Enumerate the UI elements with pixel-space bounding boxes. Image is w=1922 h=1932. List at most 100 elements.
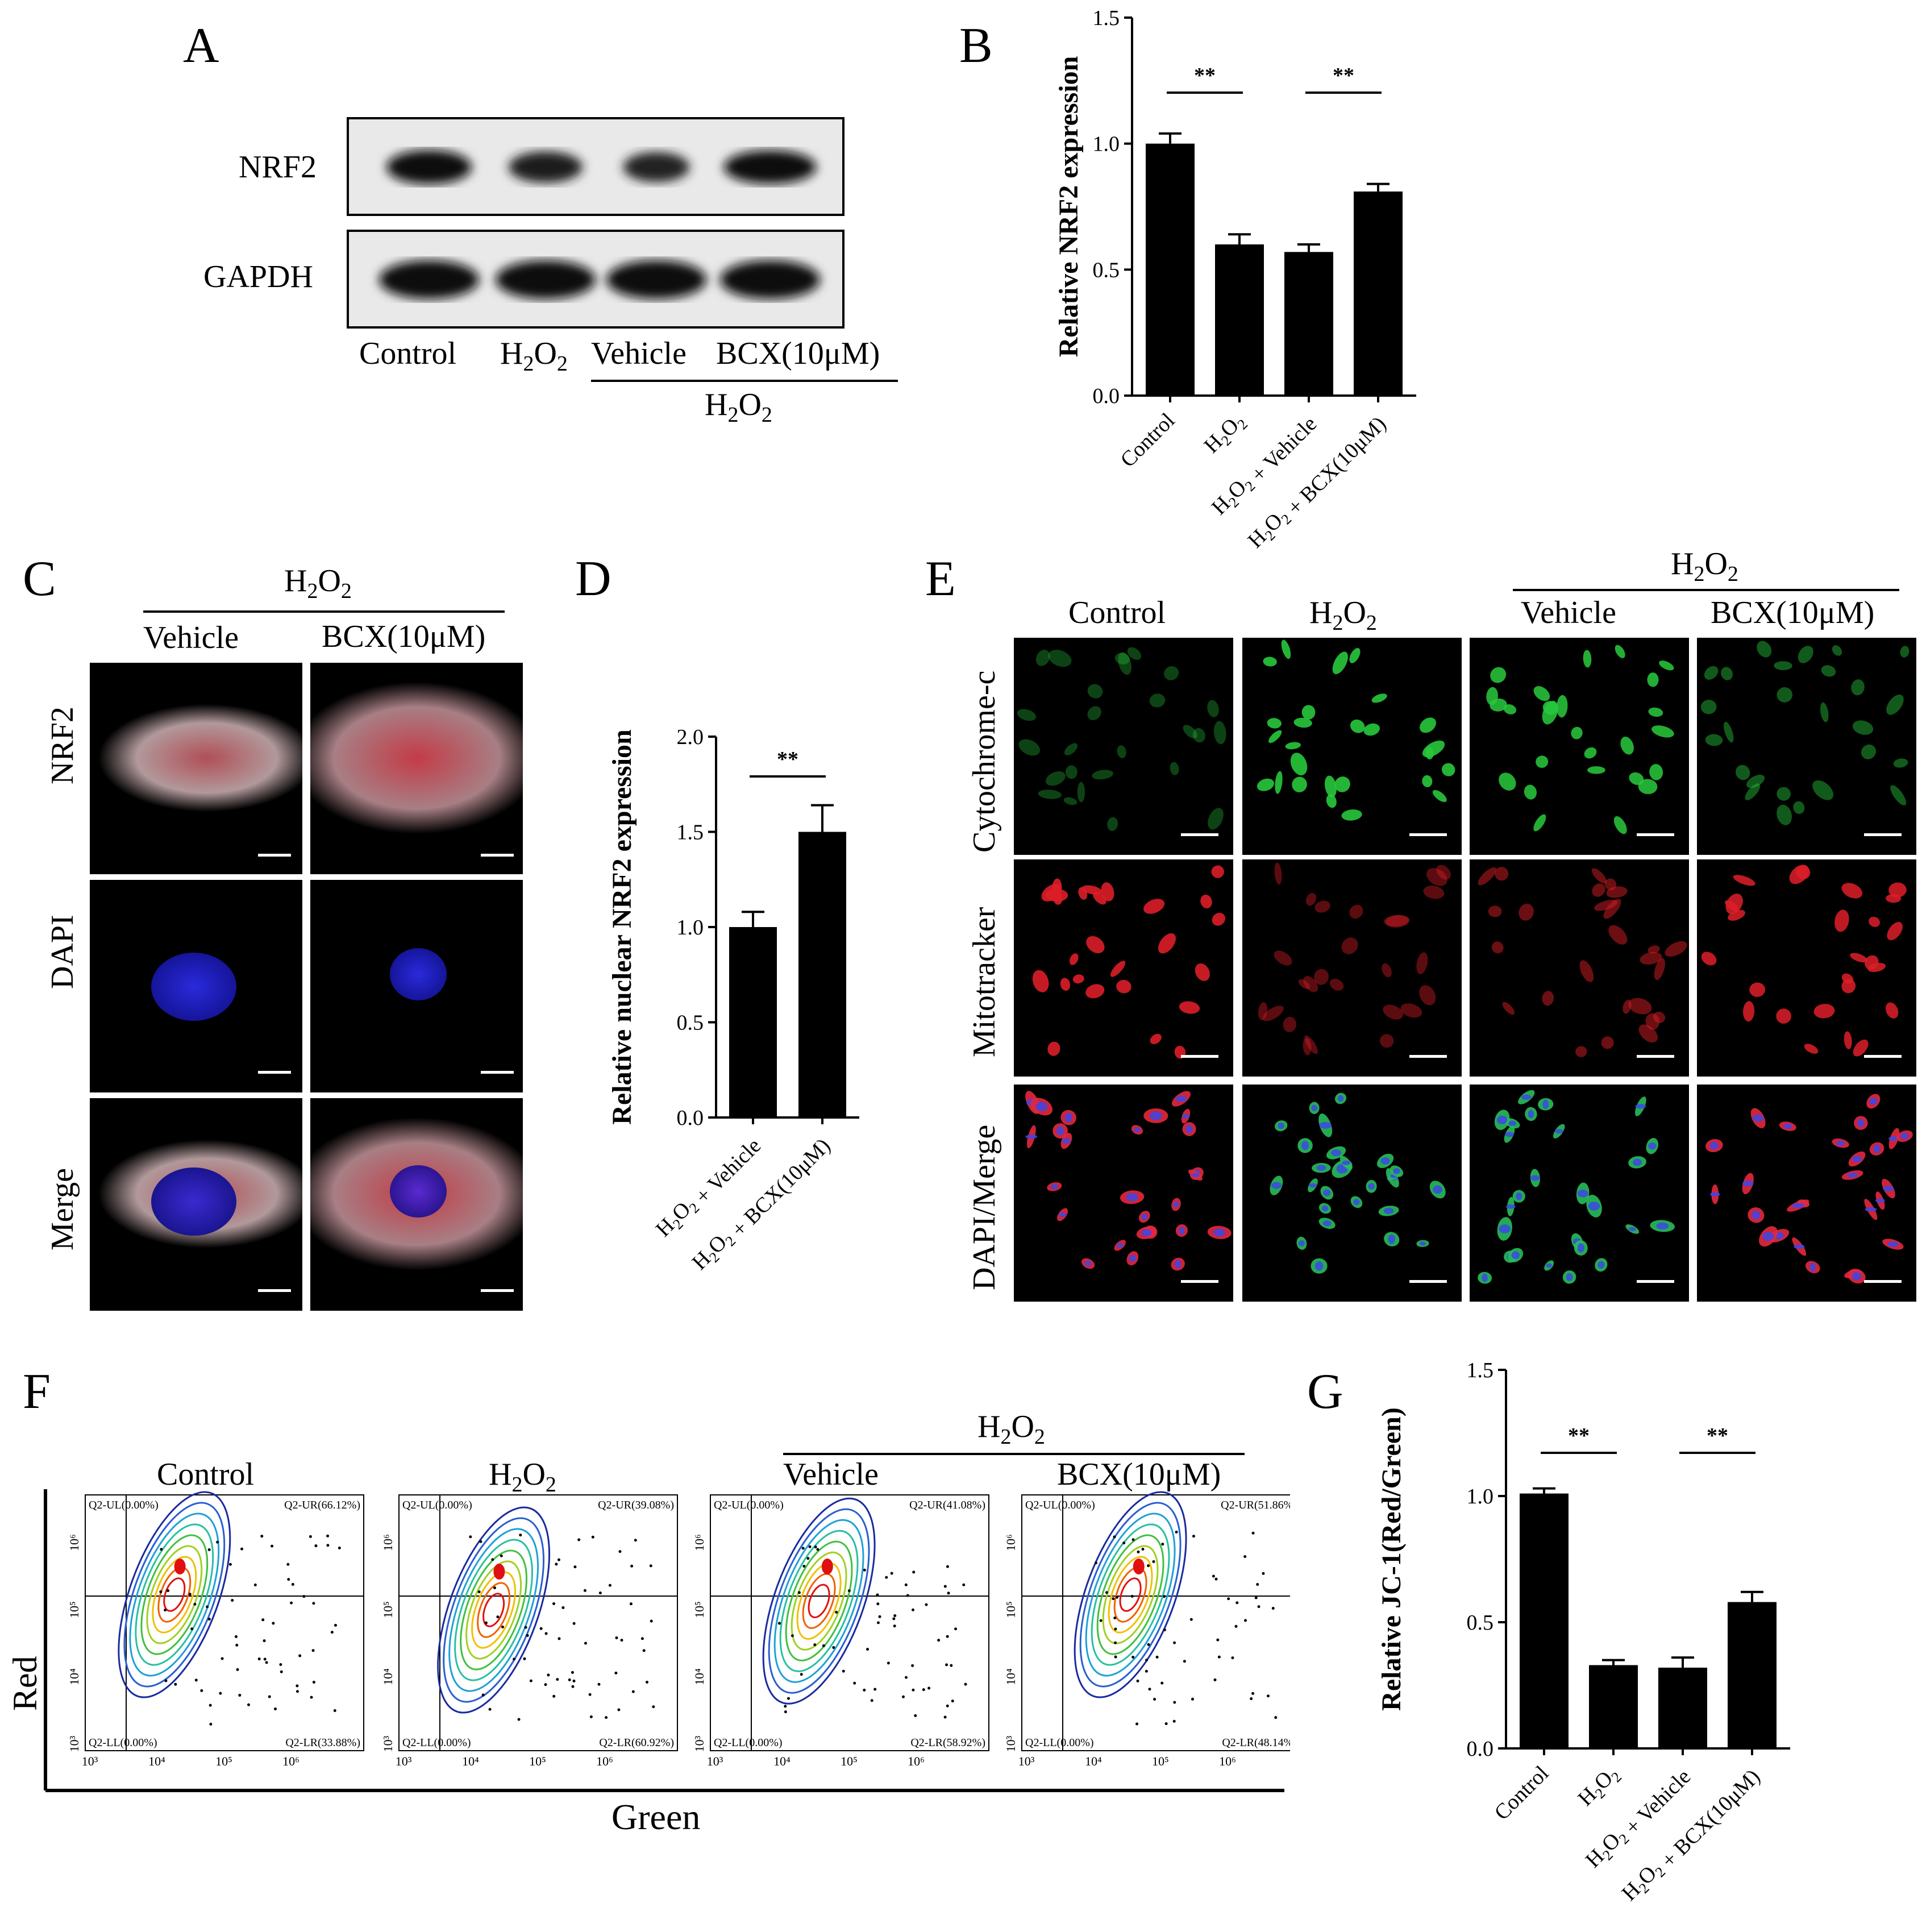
contour <box>477 1582 511 1638</box>
event-dot <box>808 1545 812 1548</box>
quad-label-lr: Q2-LR(58.92%) <box>910 1736 985 1749</box>
event-dot <box>552 1694 556 1698</box>
event-dot <box>784 1705 787 1708</box>
cell <box>1262 1006 1284 1021</box>
event-dot <box>946 1635 949 1638</box>
cell <box>1349 904 1363 919</box>
cell <box>1853 1039 1869 1057</box>
significance-label: ** <box>1707 1424 1728 1448</box>
event-dot <box>1212 1574 1215 1578</box>
cell <box>1613 816 1627 834</box>
event-dot <box>876 1602 880 1606</box>
event-dot <box>1116 1596 1119 1599</box>
cell <box>1841 883 1863 899</box>
e-row-merge: DAPI/Merge <box>967 1124 1002 1290</box>
nucleus <box>1150 1111 1162 1120</box>
nucleus <box>1752 1210 1761 1220</box>
event-dot <box>650 1619 653 1623</box>
event-dot <box>863 1568 866 1572</box>
cell <box>1584 747 1597 759</box>
event-dot <box>620 1639 623 1642</box>
x-tick-label: 10³ <box>396 1754 412 1768</box>
quad-label-lr: Q2-LR(33.88%) <box>285 1736 360 1749</box>
bar <box>1146 143 1195 396</box>
event-dot <box>937 1639 941 1642</box>
contour <box>437 1506 551 1714</box>
event-dot <box>631 1690 635 1693</box>
nucleus <box>1900 1133 1909 1140</box>
x-tick-label: 10⁵ <box>215 1754 232 1768</box>
cell <box>1332 651 1348 675</box>
y-tick-label: 0.0 <box>677 1106 704 1130</box>
event-dot <box>290 1601 293 1605</box>
e-col-vehicle: Vehicle <box>1521 595 1616 630</box>
cell <box>1170 762 1179 775</box>
event-dot <box>618 1550 622 1553</box>
cell <box>1290 753 1308 776</box>
panel-letter-a: A <box>183 18 219 73</box>
event-dot <box>1244 1619 1247 1622</box>
event-dot <box>469 1535 472 1539</box>
event-dot <box>1234 1624 1238 1628</box>
event-dot <box>236 1668 239 1671</box>
cell <box>1379 1034 1394 1048</box>
event-dot <box>572 1622 576 1625</box>
nucleus <box>1322 1205 1329 1212</box>
event-dot <box>943 1585 947 1588</box>
event-dot <box>645 1680 648 1684</box>
y-tick-label: 10⁵ <box>692 1601 706 1618</box>
quad-label-ll: Q2-LL(0.00%) <box>402 1736 471 1749</box>
event-dot <box>312 1602 315 1605</box>
nucleus <box>1709 1141 1719 1150</box>
cell <box>1441 763 1455 776</box>
cell <box>1724 721 1734 743</box>
cell <box>1813 1004 1835 1019</box>
cell <box>1195 963 1210 981</box>
y-tick-label: 10³ <box>381 1735 395 1752</box>
event-dot <box>1160 1681 1164 1685</box>
event-dot <box>279 1663 282 1667</box>
gapdh-band <box>606 260 706 299</box>
cell <box>1423 886 1445 899</box>
cell <box>1502 1002 1515 1015</box>
event-dot <box>1250 1697 1253 1701</box>
nucleus <box>1588 1202 1600 1211</box>
event-dot <box>853 1681 856 1685</box>
nucleus <box>1185 1125 1193 1133</box>
y-tick-label: 0.5 <box>1093 258 1120 282</box>
cell <box>1314 900 1330 913</box>
nucleus <box>1319 1121 1332 1129</box>
event-dot <box>784 1710 787 1714</box>
blot-row-label-nrf2: NRF2 <box>239 149 317 185</box>
y-axis-label: Relative NRF2 expression <box>1054 56 1084 358</box>
event-dot <box>642 1649 646 1652</box>
cell <box>1587 766 1605 774</box>
scale-bar <box>1864 1055 1902 1058</box>
event-dot <box>333 1709 336 1713</box>
nrf2-band <box>508 151 583 183</box>
x-tick-label: 10³ <box>82 1754 98 1768</box>
cell <box>1087 684 1103 699</box>
cell <box>1777 787 1791 801</box>
contour <box>762 1497 876 1705</box>
event-dot <box>583 1589 586 1592</box>
event-dot <box>1145 1659 1149 1662</box>
nucleus <box>1852 1156 1862 1162</box>
cell <box>1382 963 1392 978</box>
cell <box>1749 982 1766 997</box>
x-tick-label: 10⁴ <box>1085 1754 1102 1768</box>
cell <box>1604 878 1617 891</box>
cell <box>1268 730 1282 743</box>
event-dot <box>890 1572 893 1575</box>
contour <box>443 1517 545 1703</box>
flow-plot-frame <box>710 1494 989 1751</box>
cell <box>1640 952 1662 965</box>
cell <box>1212 912 1226 926</box>
e-group-label: H2O2 <box>1671 546 1738 587</box>
event-dot <box>801 1547 805 1550</box>
nucleus <box>1129 1255 1137 1262</box>
cell <box>1533 686 1550 701</box>
micro-c-dapi-bcx <box>310 880 523 1092</box>
event-dot <box>261 1618 265 1622</box>
cell <box>1488 905 1502 917</box>
